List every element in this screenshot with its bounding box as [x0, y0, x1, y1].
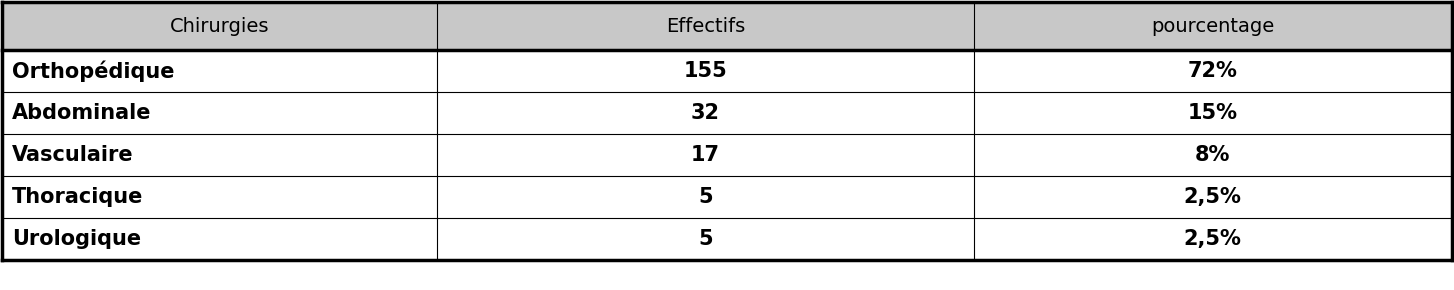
Bar	[974, 50, 1453, 92]
Text: 155: 155	[683, 61, 727, 81]
Text: 15%: 15%	[1188, 103, 1237, 123]
Text: Thoracique: Thoracique	[12, 187, 144, 207]
Bar	[438, 176, 974, 218]
Bar	[1, 134, 438, 176]
Bar	[1, 50, 438, 92]
Text: 17: 17	[691, 145, 720, 165]
Text: 8%: 8%	[1195, 145, 1230, 165]
Text: pourcentage: pourcentage	[1152, 17, 1274, 35]
Text: Effectifs: Effectifs	[666, 17, 744, 35]
Text: Orthopédique: Orthopédique	[12, 60, 174, 82]
Bar	[438, 134, 974, 176]
Text: 2,5%: 2,5%	[1184, 187, 1242, 207]
Text: Abdominale: Abdominale	[12, 103, 151, 123]
Bar	[974, 176, 1453, 218]
Bar	[1, 176, 438, 218]
Bar	[974, 134, 1453, 176]
Bar	[438, 92, 974, 134]
Text: 32: 32	[691, 103, 720, 123]
Bar	[1, 92, 438, 134]
Bar	[438, 2, 974, 50]
Text: Vasculaire: Vasculaire	[12, 145, 134, 165]
Text: 5: 5	[698, 229, 712, 249]
Bar	[1, 2, 438, 50]
Bar	[438, 218, 974, 260]
Text: 2,5%: 2,5%	[1184, 229, 1242, 249]
Bar	[1, 218, 438, 260]
Text: 72%: 72%	[1188, 61, 1237, 81]
Bar	[974, 2, 1453, 50]
Text: Urologique: Urologique	[12, 229, 141, 249]
Bar	[974, 218, 1453, 260]
Bar	[974, 92, 1453, 134]
Text: 5: 5	[698, 187, 712, 207]
Bar	[438, 50, 974, 92]
Text: Chirurgies: Chirurgies	[170, 17, 269, 35]
